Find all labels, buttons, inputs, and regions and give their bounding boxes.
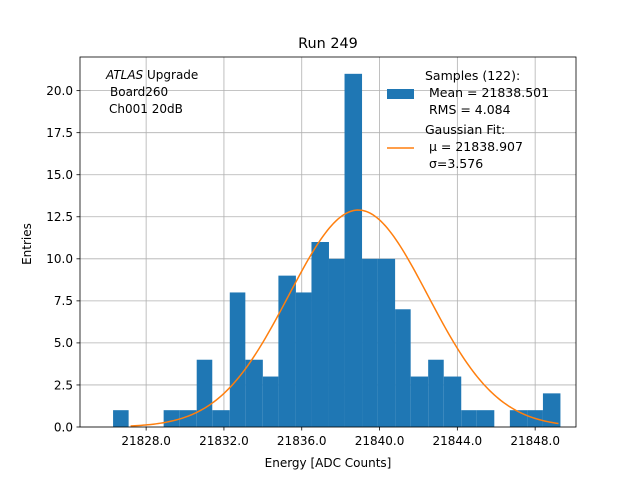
histogram-bar [509,410,528,427]
plot-frame [79,56,577,428]
legend-fit-mu: μ = 21838.907 [425,139,523,154]
chart-title: Run 249 [298,36,358,52]
histogram-bar [443,376,462,427]
histogram-bar [395,309,411,427]
y-axis-label: Entries [20,223,34,265]
histogram-bar [476,410,495,427]
x-tick-label: 21848.0 [510,434,560,448]
histogram-bar [229,292,246,427]
histogram-bar [344,73,363,428]
x-tick-label: 21836.0 [277,434,327,448]
histogram-bar [377,258,396,427]
upgrade-label: Upgrade [143,68,198,82]
histogram-bar [428,359,444,427]
histogram-bar [278,275,296,427]
x-tick-label: 21840.0 [355,434,405,448]
y-tick-label: 17.5 [46,126,73,140]
histogram-bar [328,258,345,427]
histogram-bar [196,359,213,427]
y-tick-label: 7.5 [54,294,73,308]
histogram-bar [410,376,429,427]
y-tick-label: 12.5 [46,210,73,224]
y-tick-label: 0.0 [54,420,73,434]
histogram-bars [113,73,561,428]
axes-layer: 21828.0 21832.0 21836.0 21840.0 21844.0 21848… [46,56,577,448]
legend: Samples (122): Mean = 21838.501 RMS = 4.… [387,68,549,171]
legend-hist-mean: Mean = 21838.501 [425,85,549,100]
legend-hist-rms: RMS = 4.084 [425,102,511,117]
histogram-bar [113,410,129,427]
histogram-bar [311,242,329,427]
gaussian-fit-curve [130,209,559,427]
histogram-bar [461,410,477,427]
histogram-bar [212,410,230,427]
histogram-bar [295,292,312,427]
legend-hist-title: Samples (122): [425,68,520,83]
atlas-annotation: ATLAS Upgrade Board260 Ch001 20dB [105,68,202,116]
legend-hist-swatch [387,89,414,99]
y-tick-label: 20.0 [46,84,73,98]
legend-fit-title: Gaussian Fit: [425,122,505,137]
histogram-bar [163,410,180,427]
channel-label: Ch001 20dB [109,102,183,116]
y-tick-label: 10.0 [46,252,73,266]
board-label: Board260 [110,85,168,99]
histogram-bar [362,258,378,427]
x-tick-label: 21828.0 [121,434,171,448]
y-tick-label: 15.0 [46,168,73,182]
atlas-label: ATLAS [105,68,144,82]
x-tick-label: 21844.0 [433,434,483,448]
legend-fit-sigma: σ=3.576 [425,156,483,171]
histogram-bar [245,359,263,427]
x-tick-label: 21832.0 [199,434,249,448]
histogram-bar [262,376,279,427]
x-axis-label: Energy [ADC Counts] [265,456,392,470]
y-tick-label: 5.0 [54,336,73,350]
y-tick-label: 2.5 [54,378,73,392]
histogram-bar [542,393,561,427]
